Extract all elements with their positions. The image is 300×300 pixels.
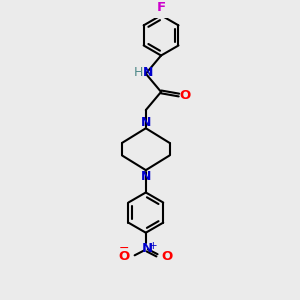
Text: N: N	[143, 66, 153, 79]
Text: +: +	[149, 241, 158, 250]
Text: N: N	[141, 116, 151, 129]
Text: H: H	[133, 66, 143, 79]
Text: −: −	[119, 242, 130, 255]
Text: N: N	[141, 170, 151, 183]
Text: O: O	[162, 250, 173, 263]
Text: F: F	[157, 1, 166, 14]
Text: N: N	[142, 242, 153, 255]
Text: O: O	[119, 250, 130, 263]
Text: O: O	[179, 88, 191, 101]
